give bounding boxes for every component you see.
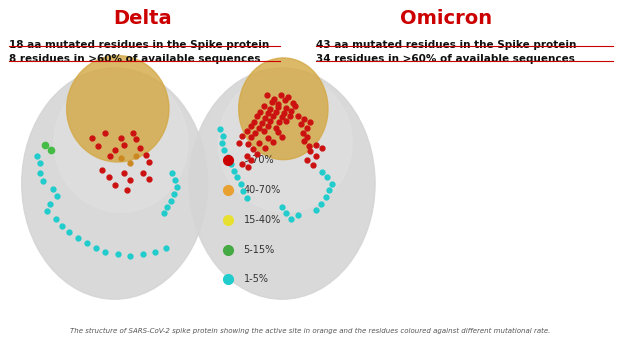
Text: 34 residues in >60% of available sequences: 34 residues in >60% of available sequenc… (316, 54, 575, 64)
Text: 40-70%: 40-70% (244, 185, 281, 195)
Text: The structure of SARS-CoV-2 spike protein showing the active site in orange and : The structure of SARS-CoV-2 spike protei… (70, 328, 550, 334)
Text: 15-40%: 15-40% (244, 215, 281, 225)
Ellipse shape (189, 68, 375, 299)
Text: Delta: Delta (113, 8, 172, 28)
Text: 8 residues in >60% of available sequences: 8 residues in >60% of available sequence… (9, 54, 261, 64)
Ellipse shape (22, 68, 208, 299)
Ellipse shape (54, 73, 188, 212)
Ellipse shape (239, 58, 328, 160)
Text: >70%: >70% (244, 155, 273, 165)
Ellipse shape (218, 73, 352, 212)
Text: 1-5%: 1-5% (244, 274, 268, 285)
Text: 5-15%: 5-15% (244, 244, 275, 255)
Text: 18 aa mutated residues in the Spike protein: 18 aa mutated residues in the Spike prot… (9, 40, 270, 50)
Ellipse shape (67, 56, 169, 162)
Text: 43 aa mutated residues in the Spike protein: 43 aa mutated residues in the Spike prot… (316, 40, 577, 50)
Text: Omicron: Omicron (401, 8, 492, 28)
